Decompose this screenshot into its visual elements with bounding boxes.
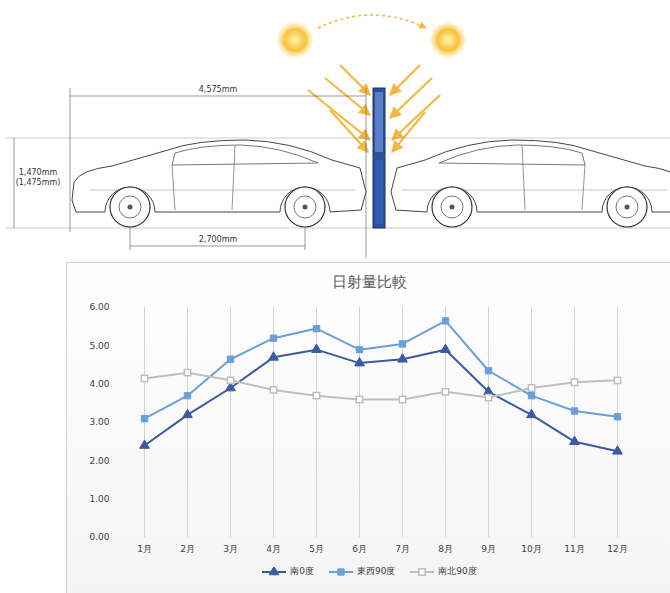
svg-text:10月: 10月	[521, 544, 541, 554]
svg-text:6.00: 6.00	[89, 302, 109, 312]
svg-text:6月: 6月	[352, 544, 367, 554]
svg-text:3月: 3月	[223, 544, 238, 554]
svg-text:11月: 11月	[564, 544, 584, 554]
svg-text:(1,475mm): (1,475mm)	[16, 178, 61, 187]
svg-text:4,575mm: 4,575mm	[199, 85, 238, 94]
svg-text:3.00: 3.00	[89, 417, 109, 427]
svg-text:9月: 9月	[481, 544, 496, 554]
svg-text:2月: 2月	[180, 544, 195, 554]
svg-text:0.00: 0.00	[89, 532, 109, 542]
svg-text:1,470mm: 1,470mm	[19, 168, 58, 177]
svg-text:1.00: 1.00	[89, 494, 109, 504]
html-text:東西90度: 東西90度	[356, 566, 396, 576]
svg-text:1月: 1月	[137, 544, 152, 554]
html-text:南北90度: 南北90度	[438, 566, 477, 576]
svg-text:8月: 8月	[438, 544, 453, 554]
svg-text:4月: 4月	[266, 544, 281, 554]
svg-text:5月: 5月	[309, 544, 324, 554]
html-text:南0度: 南0度	[290, 566, 314, 576]
svg-text:4.00: 4.00	[89, 379, 109, 389]
svg-text:2.00: 2.00	[89, 456, 109, 466]
svg-text:12月: 12月	[607, 544, 627, 554]
svg-text:2,700mm: 2,700mm	[199, 235, 238, 244]
svg-text:7月: 7月	[395, 544, 410, 554]
html-text:日射量比較: 日射量比較	[331, 273, 407, 291]
svg-text:5.00: 5.00	[89, 341, 109, 351]
